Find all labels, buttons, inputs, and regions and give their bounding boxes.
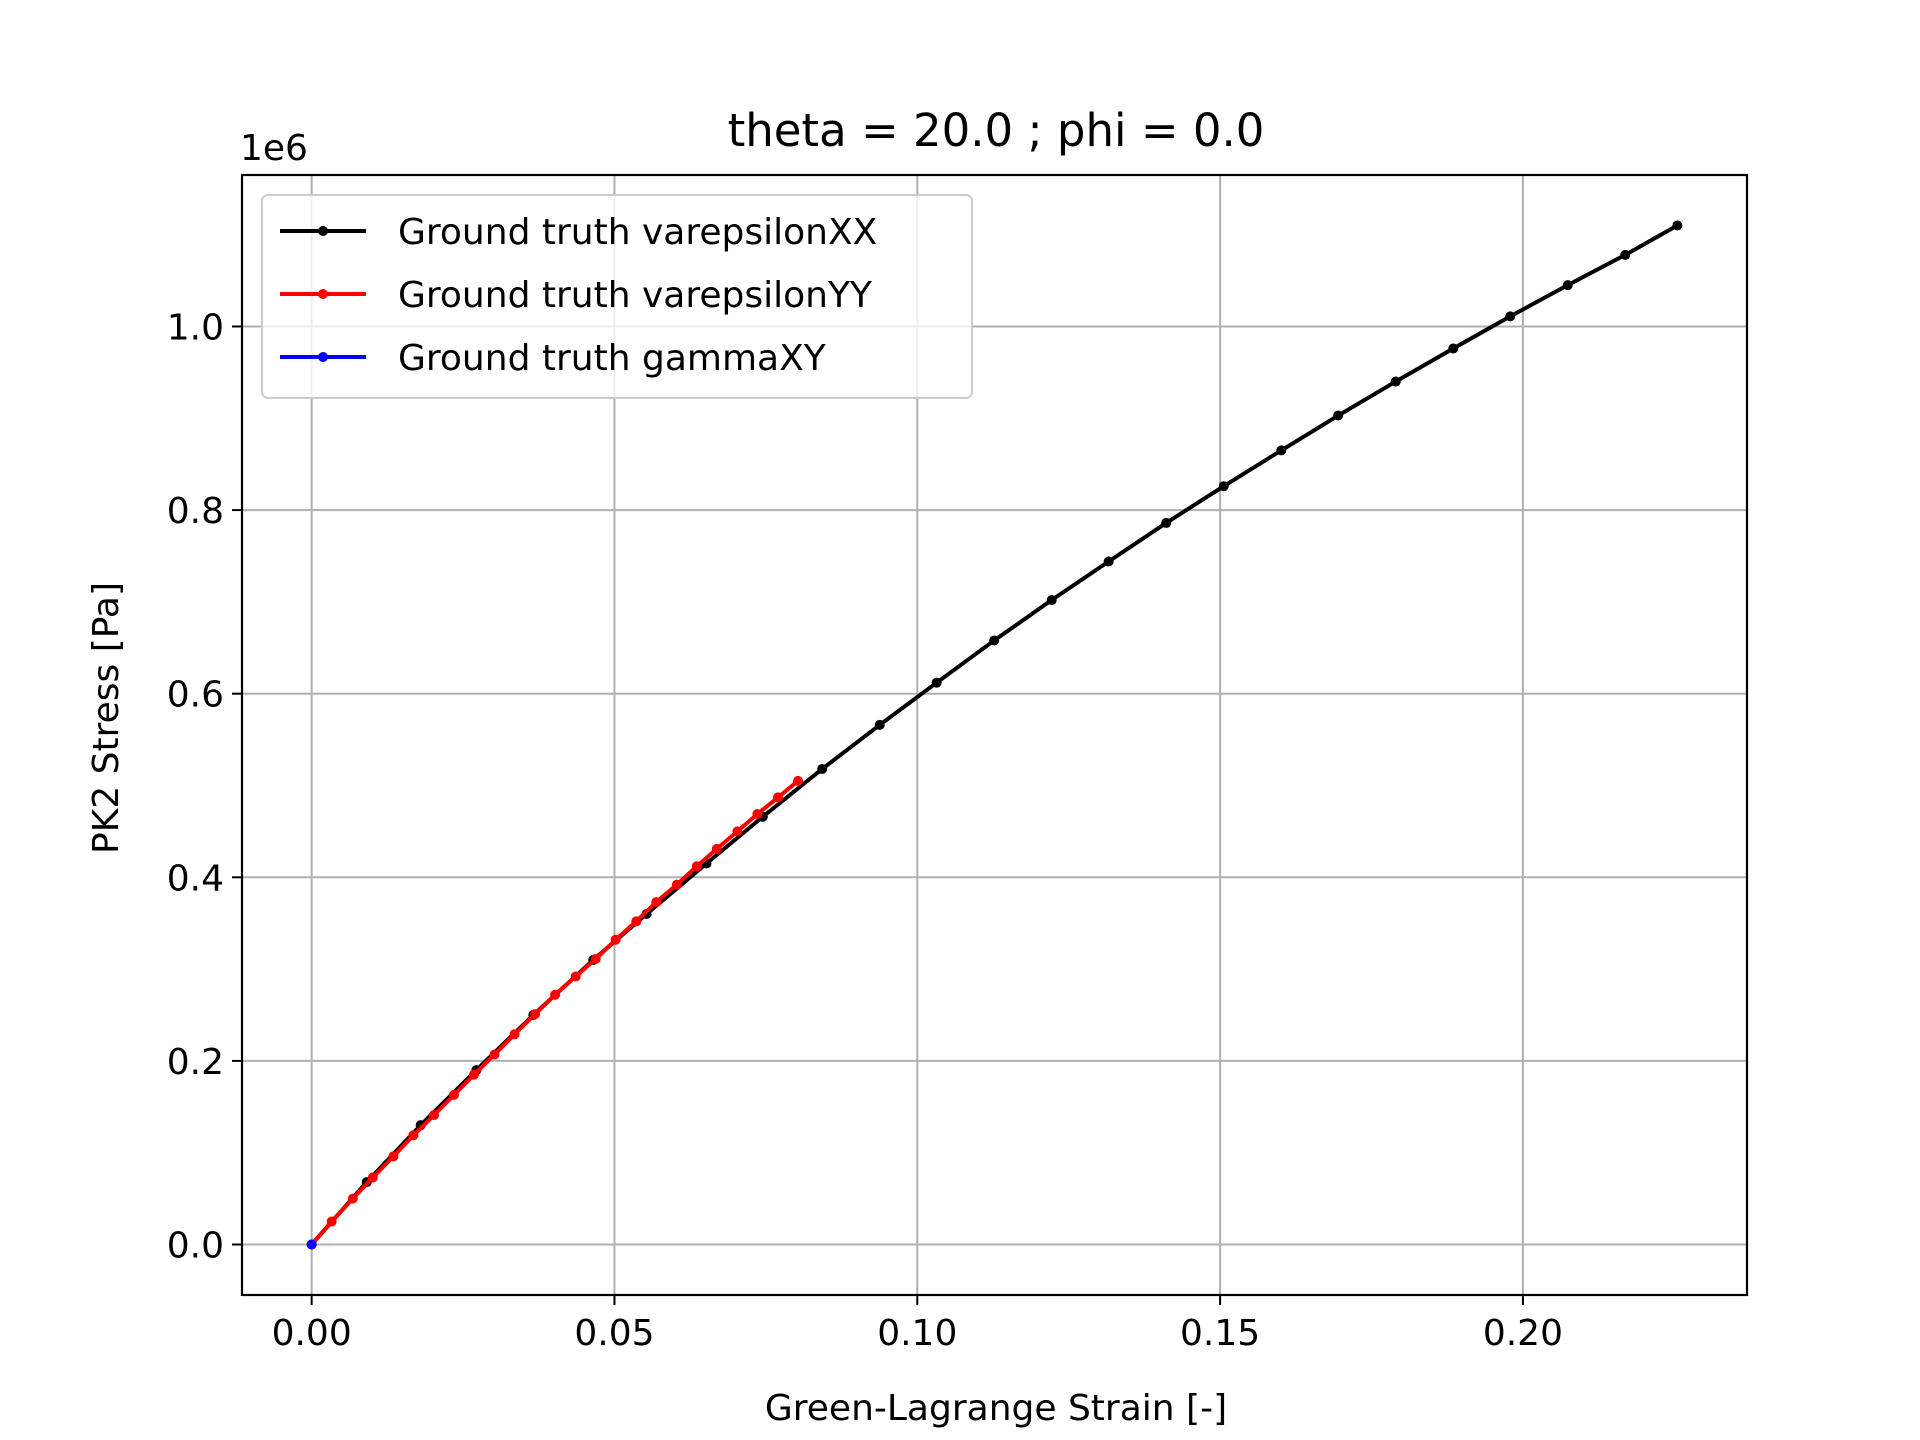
data-point bbox=[651, 897, 662, 908]
data-point bbox=[550, 989, 561, 1000]
data-point bbox=[931, 677, 942, 688]
data-point bbox=[874, 719, 885, 730]
data-point bbox=[306, 1239, 317, 1250]
x-axis-title: Green-Lagrange Strain [-] bbox=[765, 1388, 1227, 1429]
data-point bbox=[1448, 343, 1459, 354]
x-tick-label: 0.20 bbox=[1483, 1313, 1563, 1354]
series-layer bbox=[306, 220, 1683, 1250]
data-point bbox=[448, 1089, 459, 1100]
data-point bbox=[347, 1193, 358, 1204]
legend-marker bbox=[318, 226, 328, 236]
data-point bbox=[530, 1009, 541, 1020]
data-point bbox=[817, 763, 828, 774]
y-tick-label: 1.0 bbox=[167, 307, 224, 348]
data-point bbox=[711, 843, 722, 854]
y-tick-label: 0.0 bbox=[167, 1226, 224, 1267]
data-point bbox=[468, 1069, 479, 1080]
data-point bbox=[752, 808, 763, 819]
data-point bbox=[570, 971, 581, 982]
data-point bbox=[1672, 220, 1683, 231]
legend: Ground truth varepsilonXX Ground truth va… bbox=[261, 194, 973, 399]
data-point bbox=[1620, 249, 1631, 260]
data-point bbox=[1390, 376, 1401, 387]
data-point bbox=[732, 826, 743, 837]
legend-label: Ground truth gammaXY bbox=[398, 338, 827, 379]
legend-marker bbox=[318, 352, 328, 362]
y-tick-label: 0.6 bbox=[167, 675, 224, 716]
data-point bbox=[1276, 445, 1287, 456]
data-point bbox=[691, 861, 702, 872]
ticks: 0.00 0.05 0.10 0.15 0.20 0.0 0.2 0.4 0.6 0.8 1.0 bbox=[167, 307, 1563, 1354]
legend-label: Ground truth varepsilonYY bbox=[398, 275, 873, 316]
data-point bbox=[388, 1151, 399, 1162]
x-tick-label: 0.15 bbox=[1180, 1313, 1260, 1354]
data-point bbox=[1103, 556, 1114, 567]
data-point bbox=[1333, 410, 1344, 421]
legend-box bbox=[261, 194, 973, 399]
data-point bbox=[489, 1049, 500, 1060]
data-point bbox=[1562, 280, 1573, 291]
data-point bbox=[428, 1110, 439, 1121]
y-axis-title: PK2 Stress [Pa] bbox=[86, 582, 127, 854]
data-point bbox=[1218, 481, 1229, 492]
legend-marker bbox=[318, 289, 328, 299]
data-point bbox=[1046, 595, 1057, 606]
legend-label: Ground truth varepsilonXX bbox=[398, 212, 877, 253]
data-point bbox=[989, 635, 1000, 646]
data-point bbox=[408, 1130, 419, 1141]
data-point bbox=[792, 775, 803, 786]
chart-title: theta = 20.0 ; phi = 0.0 bbox=[728, 104, 1265, 157]
y-tick-label: 0.8 bbox=[167, 491, 224, 532]
data-point bbox=[367, 1172, 378, 1183]
y-tick-label: 0.4 bbox=[167, 858, 224, 899]
data-point bbox=[590, 954, 601, 964]
data-point bbox=[326, 1216, 337, 1227]
data-point bbox=[1161, 517, 1172, 528]
x-tick-label: 0.10 bbox=[877, 1313, 957, 1354]
data-point bbox=[671, 879, 682, 890]
data-point bbox=[631, 916, 642, 927]
y-tick-label: 0.2 bbox=[167, 1042, 224, 1083]
data-point bbox=[509, 1029, 520, 1040]
data-point bbox=[610, 934, 621, 945]
data-point bbox=[1505, 311, 1516, 322]
x-tick-label: 0.05 bbox=[574, 1313, 654, 1354]
data-point bbox=[772, 792, 783, 803]
plot-frame bbox=[240, 173, 1749, 1297]
x-tick-label: 0.00 bbox=[272, 1313, 352, 1354]
y-offset-label: 1e6 bbox=[240, 128, 308, 169]
